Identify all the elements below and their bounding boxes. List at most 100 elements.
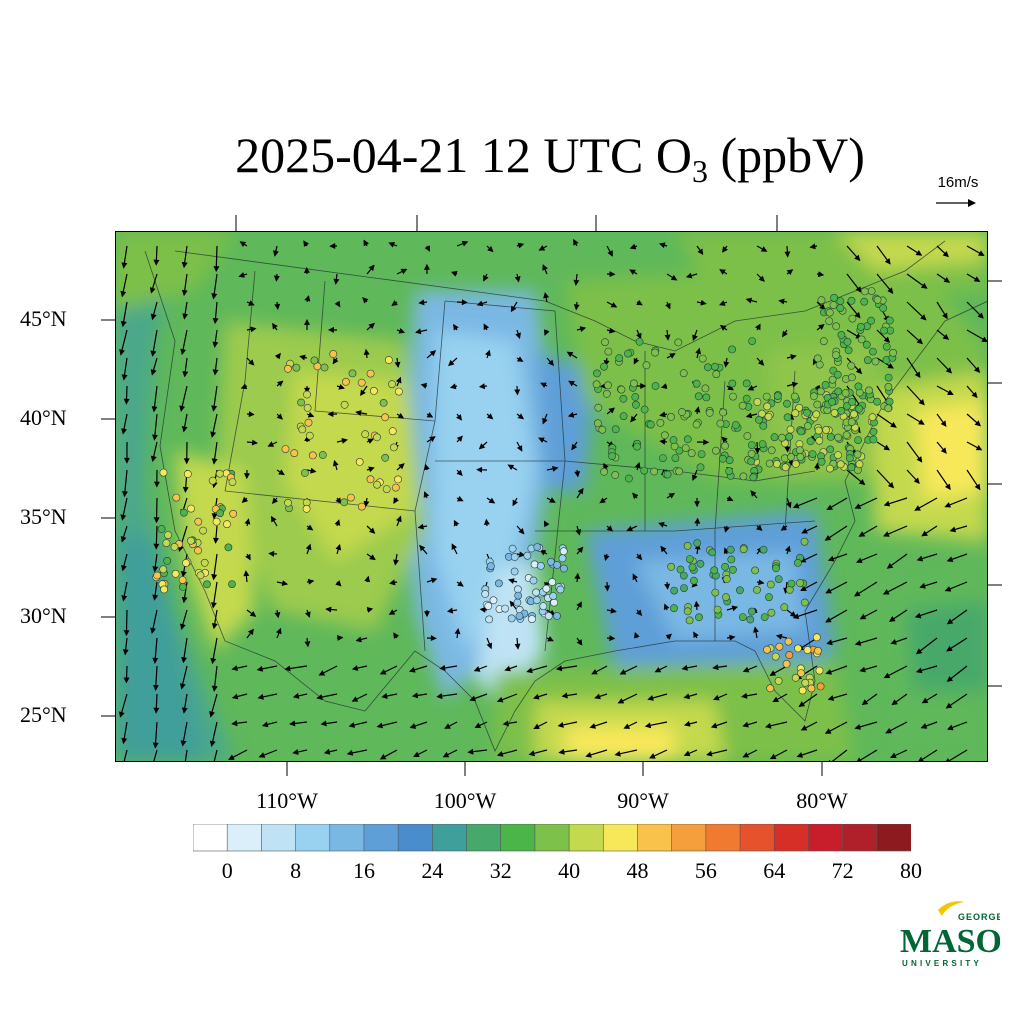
wind-vector-head <box>542 264 548 271</box>
station-dot <box>632 400 640 409</box>
wind-vector-head <box>211 685 218 692</box>
wind-vector-head <box>210 657 217 665</box>
wind-vector-head <box>453 519 460 527</box>
station-dot <box>800 537 809 546</box>
wind-vector-head <box>333 278 340 285</box>
colorbar <box>193 824 911 852</box>
wind-vector-head <box>249 610 257 617</box>
station-dot <box>379 398 388 407</box>
wind-vector-head <box>575 529 582 536</box>
wind-vector-head <box>277 380 284 387</box>
title-main: 2025-04-21 12 UTC O <box>235 127 692 183</box>
wind-vector-head <box>181 656 188 664</box>
station-dot <box>381 413 389 422</box>
station-dot <box>388 427 397 436</box>
wind-scale-label: 16m/s <box>937 174 979 191</box>
station-dot <box>854 436 862 444</box>
station-dot <box>501 604 509 613</box>
wind-vector-head <box>789 611 797 618</box>
wind-vector-head <box>430 577 438 584</box>
wind-vector-head <box>450 270 458 277</box>
station-dot <box>215 469 224 478</box>
wind-vector-head <box>884 258 891 265</box>
station-dot <box>329 350 338 358</box>
wind-vector-head <box>388 242 396 248</box>
wind-vector-head <box>436 693 443 700</box>
station-dot <box>600 362 608 371</box>
wind-vector-head <box>614 750 621 757</box>
station-dot <box>795 446 804 455</box>
wind-vector-head <box>248 300 255 306</box>
wind-vector-head <box>379 669 387 675</box>
wind-vector-head <box>362 297 369 304</box>
station-dot <box>791 409 800 418</box>
wind-vector-head <box>400 268 408 275</box>
station-dot <box>837 331 846 339</box>
station-dot <box>544 612 553 620</box>
wind-vector-head <box>603 554 610 562</box>
station-dot <box>762 392 771 401</box>
wind-vector-head <box>212 537 219 544</box>
wind-vector-head <box>272 250 279 257</box>
wind-vector-head <box>814 462 821 469</box>
wind-vector-head <box>181 596 188 604</box>
station-dot <box>712 446 720 455</box>
station-dot <box>640 466 649 475</box>
station-dot <box>635 337 644 346</box>
station-dot <box>619 412 628 421</box>
station-dot <box>708 548 717 557</box>
station-dot <box>759 421 768 430</box>
station-dot <box>656 418 665 427</box>
wind-vector-head <box>824 534 832 541</box>
station-dot <box>884 382 893 391</box>
wind-vector-head <box>700 299 707 306</box>
wind-vector-head <box>712 664 719 671</box>
station-dot <box>693 539 702 547</box>
wind-vector-head <box>210 431 217 438</box>
wind-vector-head <box>304 318 310 325</box>
colorbar-swatch <box>602 824 639 852</box>
wind-vector-head <box>633 357 640 365</box>
station-dot <box>391 483 400 492</box>
wind-vector-head <box>668 492 676 499</box>
station-dot <box>807 684 816 693</box>
wind-vector-head <box>453 323 459 331</box>
station-dot <box>832 351 840 359</box>
wind-vector-head <box>719 300 726 306</box>
station-dot <box>481 589 490 598</box>
wind-vector-head <box>239 241 247 247</box>
wind-vector-head <box>119 349 125 356</box>
wind-vector-head <box>267 441 275 447</box>
wind-vector-head <box>504 665 511 672</box>
station-dot <box>683 435 692 444</box>
wind-vector-head <box>121 491 128 498</box>
station-dot <box>194 517 203 526</box>
wind-vector-head <box>825 616 832 623</box>
wind-vector-head <box>694 406 701 413</box>
wind-vector-head <box>695 347 701 355</box>
wind-vector-head <box>723 361 730 368</box>
wind-vector-head <box>180 623 186 631</box>
colorbar-tick-label: 40 <box>558 858 581 883</box>
station-dot <box>828 375 837 384</box>
wind-vector-head <box>888 616 896 622</box>
wind-vector-head <box>658 521 665 528</box>
station-dot <box>796 452 805 461</box>
wind-vector-head <box>335 580 342 587</box>
station-dot <box>800 598 809 607</box>
wind-vector-head <box>289 720 296 727</box>
wind-vector-head <box>606 525 613 532</box>
george-mason-logo: GEORGE MASON UNIVERSITY <box>900 901 1000 968</box>
wind-vector-head <box>212 341 219 348</box>
wind-vector-head <box>284 665 291 672</box>
colorbar-tick-label: 80 <box>900 858 922 883</box>
station-dot <box>208 476 217 485</box>
station-dot <box>593 369 601 378</box>
wind-vector-head <box>626 525 634 532</box>
wind-vector-head <box>241 496 249 504</box>
station-dot <box>604 381 612 390</box>
wind-vector-head <box>457 580 464 587</box>
station-dot <box>183 470 192 478</box>
wind-vector-head <box>942 312 948 320</box>
wind-vector-head <box>381 693 388 699</box>
